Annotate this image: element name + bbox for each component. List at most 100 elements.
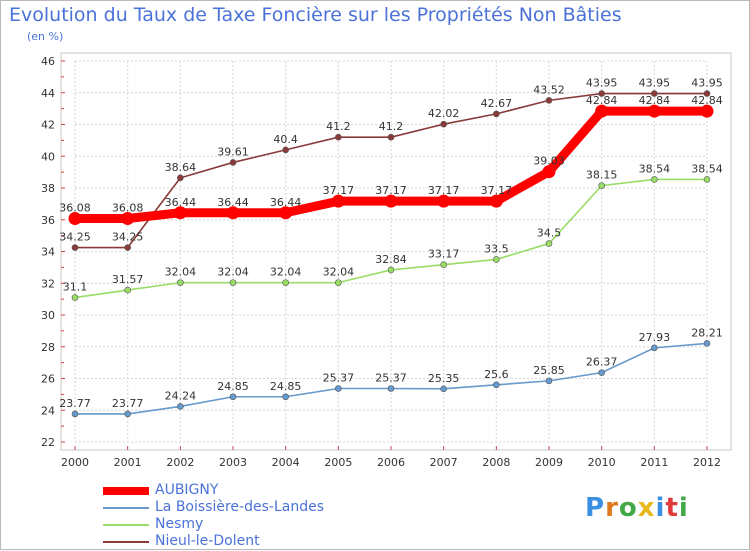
data-point: [598, 90, 605, 97]
data-point: [177, 403, 184, 410]
data-label: 32.04: [217, 266, 249, 279]
data-label: 40.4: [273, 133, 298, 146]
data-label: 37.17: [375, 184, 407, 197]
data-label: 36.08: [59, 201, 91, 214]
data-label: 39.61: [217, 145, 249, 158]
data-label: 25.37: [323, 372, 355, 385]
data-label: 36.44: [165, 196, 197, 209]
data-point: [598, 182, 605, 189]
legend-swatch: [103, 507, 149, 509]
logo-letter: x: [637, 493, 656, 523]
data-point: [595, 104, 609, 118]
data-label: 32.04: [270, 266, 302, 279]
data-label: 25.6: [484, 368, 509, 381]
data-label: 25.37: [375, 372, 407, 385]
data-point: [387, 133, 395, 141]
data-point: [598, 369, 605, 376]
data-label: 42.02: [428, 107, 460, 120]
data-label: 28.21: [691, 326, 723, 339]
data-point: [703, 340, 711, 347]
y-tick-label: 36: [41, 214, 55, 227]
unit-label: (en %): [27, 30, 64, 43]
data-label: 39.03: [533, 155, 565, 168]
x-tick-label: 2000: [61, 456, 89, 469]
data-point: [335, 279, 342, 286]
data-point: [700, 104, 714, 118]
data-label: 34.5: [537, 227, 562, 240]
x-tick-label: 2004: [272, 456, 300, 469]
logo-letter: o: [618, 493, 638, 523]
data-label: 23.77: [59, 397, 91, 410]
logo-letter: P: [585, 493, 606, 523]
legend-label: Nieul-le-Dolent: [155, 533, 260, 549]
y-tick-label: 46: [41, 55, 55, 68]
x-tick-label: 2007: [430, 456, 458, 469]
data-label: 36.08: [112, 201, 144, 214]
data-label: 33.17: [428, 248, 460, 261]
legend-label: Nesmy: [155, 516, 204, 532]
x-tick-label: 2010: [588, 456, 616, 469]
data-point: [173, 206, 187, 220]
chart-title: Evolution du Taux de Taxe Foncière sur l…: [9, 4, 622, 26]
x-tick-label: 2001: [114, 456, 142, 469]
x-tick-label: 2005: [324, 456, 352, 469]
data-label: 43.52: [533, 83, 565, 96]
x-tick-label: 2003: [219, 456, 247, 469]
data-label: 31.57: [112, 273, 144, 286]
data-point: [651, 176, 658, 183]
x-tick-label: 2002: [166, 456, 194, 469]
legend-label: La Boissière-des-Landes: [155, 499, 324, 515]
data-point: [282, 279, 289, 286]
data-point: [71, 410, 79, 418]
data-label: 24.24: [165, 389, 197, 402]
data-point: [124, 244, 131, 251]
legend-label: AUBIGNY: [155, 482, 219, 498]
logo-letter: t: [665, 493, 679, 523]
data-point: [177, 174, 184, 182]
data-label: 26.37: [586, 356, 618, 369]
data-label: 43.95: [691, 77, 723, 90]
data-point: [279, 206, 293, 220]
y-tick-label: 38: [41, 182, 55, 195]
legend-swatch: [103, 541, 149, 543]
data-point: [68, 211, 82, 225]
data-point: [542, 165, 556, 179]
data-point: [335, 133, 342, 141]
data-label: 38.15: [586, 169, 618, 182]
y-tick-label: 30: [41, 309, 55, 322]
y-tick-label: 26: [41, 373, 55, 386]
data-point: [493, 110, 500, 118]
logo-letter: i: [655, 493, 666, 523]
data-point: [229, 393, 237, 401]
data-label: 23.77: [112, 397, 144, 410]
data-point: [282, 146, 289, 154]
data-label: 36.44: [270, 196, 302, 209]
data-label: 24.85: [270, 380, 302, 393]
data-label: 34.25: [112, 231, 144, 244]
data-label: 32.04: [165, 266, 197, 279]
data-label: 27.93: [639, 331, 671, 344]
data-point: [384, 194, 398, 208]
data-point: [440, 261, 447, 268]
x-tick-label: 2008: [482, 456, 510, 469]
data-label: 42.67: [481, 97, 513, 110]
data-label: 38.54: [691, 162, 723, 175]
y-tick-label: 42: [41, 119, 55, 132]
data-label: 42.84: [691, 94, 723, 107]
data-label: 43.95: [639, 77, 671, 90]
data-point: [489, 194, 503, 208]
x-tick-label: 2009: [535, 456, 563, 469]
data-point: [651, 90, 658, 97]
logo-letter: i: [678, 493, 689, 523]
y-tick-label: 24: [41, 404, 55, 417]
data-label: 41.2: [326, 120, 351, 133]
data-point: [121, 211, 135, 225]
data-point: [335, 385, 342, 392]
data-point: [647, 104, 661, 118]
logo-letter: r: [605, 493, 619, 523]
y-tick-label: 32: [41, 277, 55, 290]
data-point: [440, 120, 447, 128]
data-point: [124, 410, 131, 418]
